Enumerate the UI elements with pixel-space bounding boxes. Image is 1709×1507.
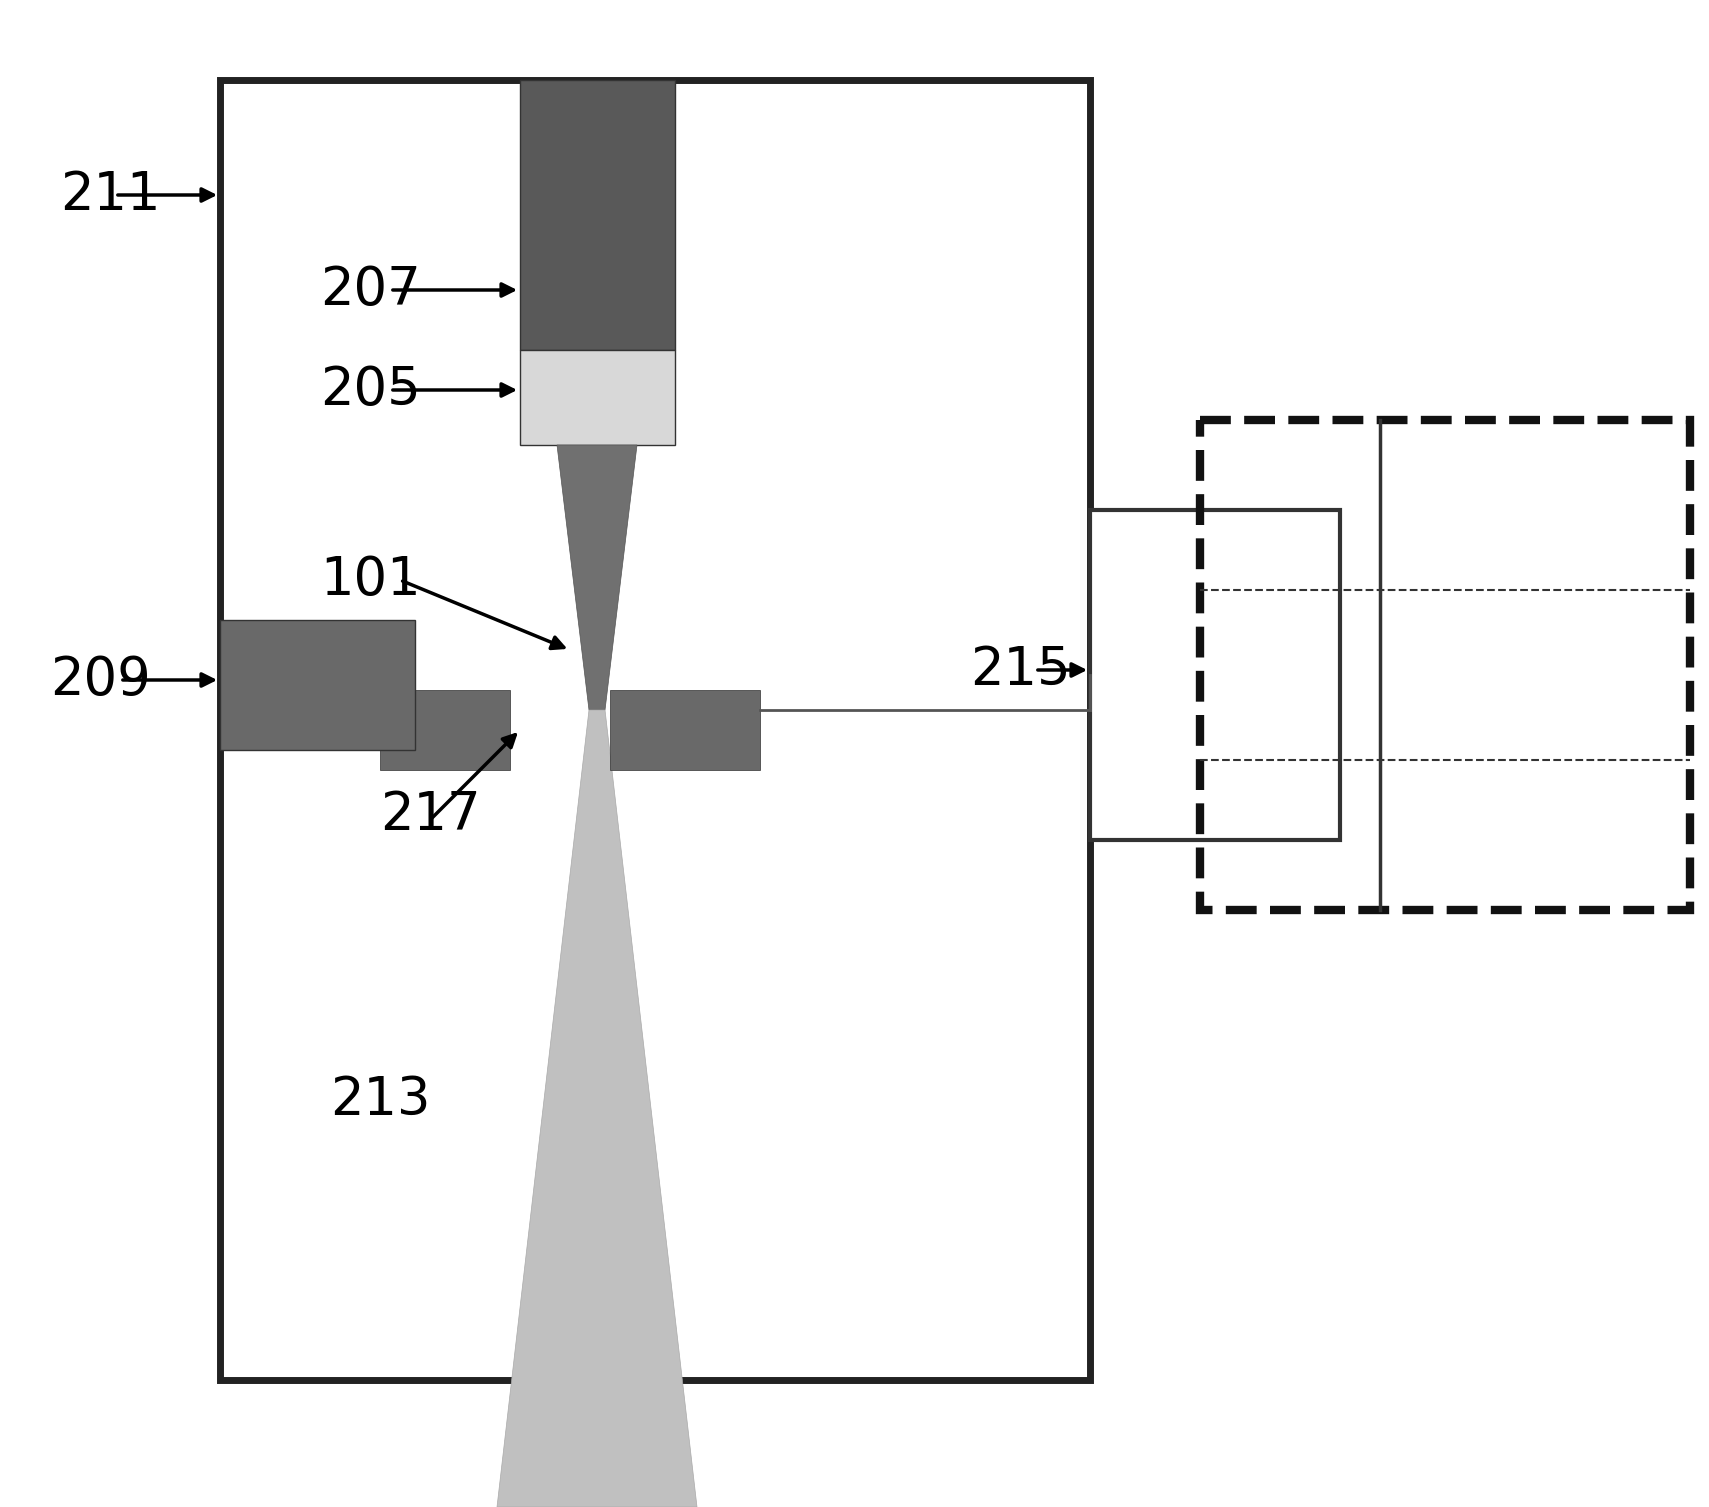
Polygon shape: [497, 710, 697, 1507]
Bar: [1090, 509, 1340, 839]
Text: 101: 101: [320, 555, 420, 606]
Text: 213: 213: [330, 1074, 431, 1126]
Text: 209: 209: [50, 654, 150, 705]
Bar: [610, 690, 761, 770]
Polygon shape: [557, 445, 637, 710]
Bar: [520, 80, 675, 350]
Bar: [220, 619, 415, 750]
Bar: [1200, 420, 1690, 910]
Text: 215: 215: [971, 643, 1070, 696]
Text: 217: 217: [379, 790, 480, 841]
Bar: [520, 350, 675, 445]
Text: 205: 205: [320, 365, 420, 416]
Text: 211: 211: [60, 169, 161, 222]
Text: 207: 207: [320, 264, 420, 316]
Bar: [379, 690, 509, 770]
Bar: [220, 80, 1090, 1380]
